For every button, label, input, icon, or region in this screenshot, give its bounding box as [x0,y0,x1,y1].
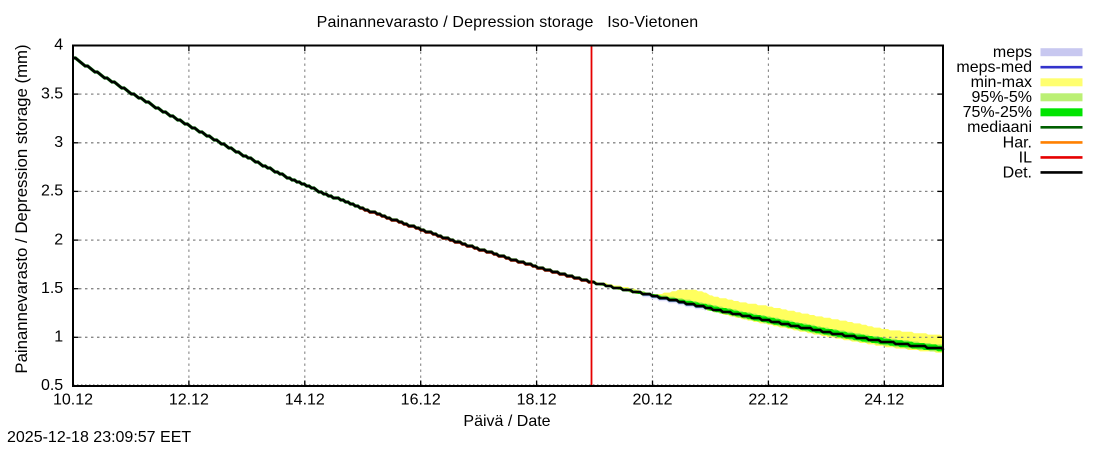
svg-text:2: 2 [54,231,63,248]
svg-text:2025-12-18 23:09:57 EET: 2025-12-18 23:09:57 EET [7,429,191,446]
svg-text:1: 1 [54,329,63,346]
svg-text:14.12: 14.12 [285,391,325,408]
svg-text:Painannevarasto / Depression s: Painannevarasto / Depression storage (mm… [12,44,31,373]
svg-text:1.5: 1.5 [41,280,63,297]
svg-text:10.12: 10.12 [53,391,93,408]
svg-text:Päivä / Date: Päivä / Date [463,413,550,430]
svg-text:24.12: 24.12 [864,391,904,408]
svg-text:min-max: min-max [971,74,1032,91]
svg-text:18.12: 18.12 [517,391,557,408]
svg-text:Painannevarasto / Depression s: Painannevarasto / Depression storage Iso… [317,14,699,31]
svg-text:meps: meps [993,44,1032,61]
svg-text:3: 3 [54,134,63,151]
svg-text:Det.: Det. [1003,164,1032,181]
svg-text:3.5: 3.5 [41,85,63,102]
svg-text:4: 4 [54,37,63,54]
svg-text:12.12: 12.12 [169,391,209,408]
svg-text:meps-med: meps-med [956,59,1032,76]
svg-text:Har.: Har. [1003,134,1032,151]
svg-text:0.5: 0.5 [41,377,63,394]
svg-text:95%-5%: 95%-5% [972,89,1032,106]
svg-text:16.12: 16.12 [401,391,441,408]
svg-text:2.5: 2.5 [41,183,63,200]
svg-text:mediaani: mediaani [967,119,1032,136]
svg-text:22.12: 22.12 [748,391,788,408]
svg-text:IL: IL [1019,149,1032,166]
svg-text:75%-25%: 75%-25% [963,104,1032,121]
svg-text:20.12: 20.12 [632,391,672,408]
